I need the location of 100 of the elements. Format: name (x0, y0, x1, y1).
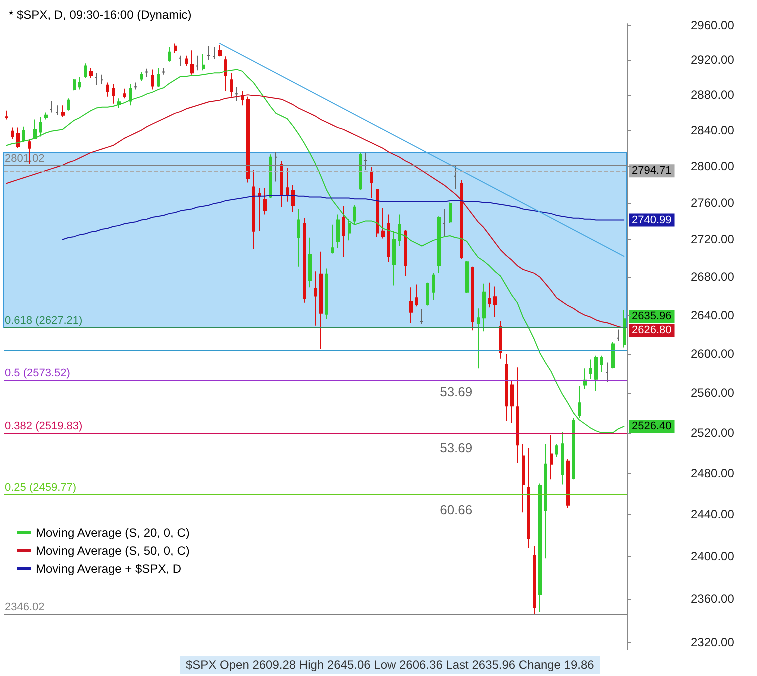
y-tick-label: 2960.00 (691, 18, 735, 33)
candlestick (331, 224, 334, 254)
candlestick (157, 67, 160, 88)
legend-label: Moving Average (S, 50, 0, C) (36, 544, 190, 558)
candlestick (544, 444, 547, 560)
candlestick (488, 282, 491, 308)
legend-label: Moving Average + $SPX, D (36, 562, 182, 576)
candlestick (11, 127, 14, 140)
candlestick (611, 342, 615, 370)
candlestick (516, 367, 519, 464)
y-tick-label: 2520.00 (691, 426, 735, 440)
candlestick (482, 283, 486, 332)
candlestick (381, 208, 385, 240)
candlestick (246, 96, 250, 184)
candlestick (297, 208, 300, 268)
candlestick (510, 380, 514, 424)
text: 2635.96 (632, 310, 672, 323)
candlestick (84, 63, 87, 79)
line-series (62, 194, 625, 240)
candlestick (314, 271, 317, 326)
candlestick (477, 308, 480, 370)
candlestick (443, 208, 446, 238)
candlestick (269, 154, 272, 199)
y-tick-label: 2600.00 (691, 346, 735, 361)
annotation: 60.66 (440, 502, 473, 518)
y-tick-label: 2840.00 (691, 123, 735, 138)
ref-line-label: 0.382 (2519.83) (5, 420, 83, 433)
candlestick (348, 218, 351, 242)
candlestick (151, 69, 154, 90)
candlestick (218, 44, 222, 58)
ref-line-label: 0.5 (2573.52) (5, 367, 70, 380)
candlestick (207, 46, 211, 61)
candlestick (527, 448, 530, 549)
candlestick (185, 55, 188, 67)
candlestick (230, 72, 233, 98)
candlestick (538, 483, 542, 612)
candlestick (101, 74, 104, 86)
data-label: 2526.40 (632, 420, 672, 433)
candlestick (61, 105, 65, 118)
y-tick-label: 2360.00 (691, 592, 735, 606)
candlestick (623, 310, 626, 348)
candlestick (280, 160, 283, 208)
candlestick (117, 98, 121, 109)
candlestick (342, 206, 345, 258)
candlestick (409, 287, 413, 324)
candlestick (73, 78, 76, 92)
candlestick (387, 214, 390, 263)
candlestick (594, 355, 598, 392)
candlestick (286, 168, 289, 202)
candlestick (22, 126, 25, 143)
y-tick-label: 2640.00 (691, 308, 735, 322)
candlestick (437, 216, 441, 274)
candlestick (252, 169, 255, 250)
candlestick (179, 55, 182, 67)
candlestick (263, 188, 267, 216)
candlestick (336, 214, 340, 249)
annotation: 53.69 (440, 440, 473, 456)
candlestick (471, 266, 474, 332)
candlestick (353, 205, 356, 226)
candlestick (499, 320, 502, 360)
chart-title: * $SPX, D, 09:30-16:00 (Dynamic) (9, 8, 192, 22)
candlestick (319, 251, 323, 350)
candlestick (123, 88, 126, 100)
y-tick-label: 2720.00 (691, 232, 735, 247)
candlestick (275, 151, 278, 182)
candlestick (578, 386, 581, 419)
candlestick (454, 164, 457, 190)
candlestick (583, 368, 587, 390)
candlestick (617, 329, 620, 342)
candlestick (600, 355, 603, 374)
line-series (6, 94, 625, 328)
candlestick (33, 119, 37, 140)
candlestick (555, 444, 558, 458)
candlestick (426, 282, 429, 306)
legend-label: Moving Average (S, 20, 0, C) (36, 526, 190, 540)
candlestick (140, 72, 143, 82)
candlestick (291, 184, 295, 212)
candlestick (325, 268, 328, 320)
y-tick-label: 2320.00 (691, 635, 735, 650)
candlestick (376, 188, 379, 238)
candlestick (202, 54, 205, 72)
candlestick (241, 91, 244, 106)
candlestick (162, 67, 166, 76)
ref-line-label: 2794.71 (632, 165, 672, 178)
candlestick (44, 112, 48, 120)
candlestick (370, 166, 373, 199)
ref-line-label: 0.25 (2459.77) (5, 482, 77, 494)
candlestick (235, 86, 239, 102)
candlestick (190, 50, 194, 76)
candlestick (572, 418, 575, 480)
candlestick (16, 127, 20, 149)
candlestick (56, 105, 59, 116)
y-tick-label: 2440.00 (691, 508, 735, 522)
ref-line-label: 0.618 (2627.21) (5, 315, 83, 328)
y-tick-label: 2400.00 (691, 550, 735, 564)
candlestick (392, 230, 396, 286)
annotation: 53.69 (440, 384, 473, 400)
candlestick (606, 362, 609, 383)
candlestick (561, 432, 564, 486)
candlestick (39, 116, 42, 138)
